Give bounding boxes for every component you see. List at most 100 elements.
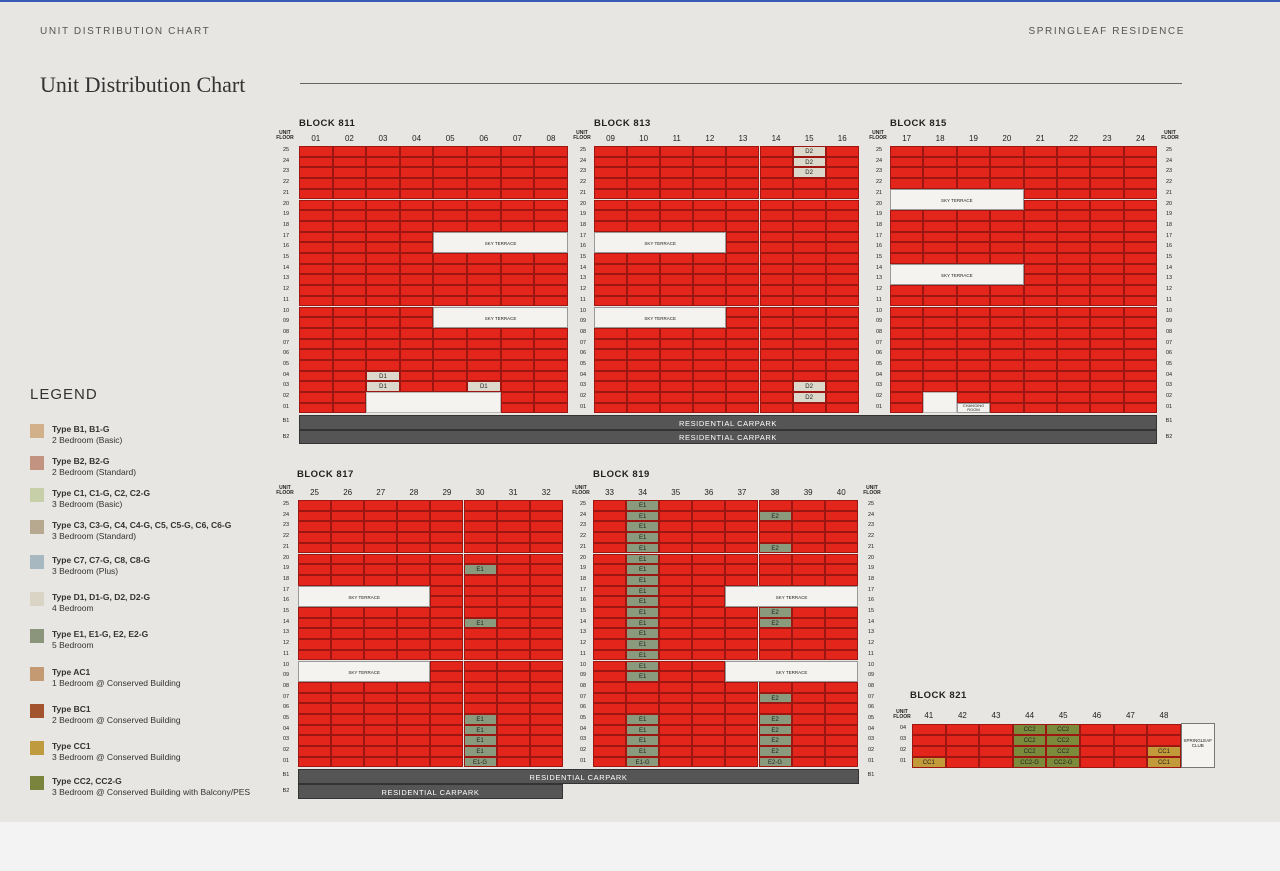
floor-label: B2 [1165, 433, 1173, 440]
floor-label: 20 [875, 200, 883, 207]
unit-cell: E1 [626, 521, 660, 533]
unit-cell [1057, 210, 1091, 221]
floor-label: 21 [579, 543, 587, 550]
unit-cell [824, 542, 858, 554]
floor-label: 01 [899, 758, 907, 764]
floor-label: 23 [1165, 168, 1173, 175]
unit-cell [593, 542, 627, 554]
floor-label: 18 [282, 575, 290, 582]
unit-cell [627, 360, 661, 371]
unit-cell [500, 285, 535, 296]
floor-label: 15 [579, 254, 587, 260]
unit-cell [792, 295, 826, 307]
sky-terrace: SKY TERRACE [433, 231, 568, 253]
unit-cell [758, 500, 792, 511]
floor-label: 22 [282, 179, 290, 186]
unit-cell [956, 220, 991, 232]
unit-column-header: 07 [512, 134, 522, 143]
floor-label: 20 [282, 554, 290, 561]
unit-cell [299, 285, 333, 296]
floor-label: 12 [579, 640, 587, 647]
floor-label: 23 [282, 168, 290, 175]
unit-column-header: 29 [442, 488, 452, 497]
unit-cell [331, 681, 365, 693]
unit-cell [1123, 327, 1158, 339]
unit-cell [627, 295, 661, 307]
unit-cell [332, 199, 367, 211]
unit-cell [364, 703, 398, 714]
unit-cell [791, 564, 825, 575]
floor-label: 07 [579, 693, 587, 700]
unit-cell [1023, 199, 1057, 211]
unit-cell [890, 381, 924, 393]
unit-cell [792, 317, 826, 328]
unit-cell [500, 263, 535, 275]
unit-cell [692, 735, 726, 747]
unit-cell [593, 756, 627, 768]
residential-carpark-b1: RESIDENTIAL CARPARK [299, 414, 1157, 430]
floor-label: 10 [867, 661, 875, 668]
unit-cell: E1 [626, 553, 660, 565]
unit-cell [1123, 167, 1158, 179]
floor-label: 24 [579, 157, 587, 164]
unit-cell [692, 542, 726, 554]
floor-label: 15 [579, 608, 587, 614]
unit-cell [593, 628, 627, 640]
unit-cell [1023, 381, 1057, 393]
unit-column-header: 48 [1159, 711, 1169, 720]
unit-cell [397, 510, 431, 522]
unit-cell [693, 360, 727, 371]
floor-label: 12 [1165, 286, 1173, 293]
unit-cell [1090, 188, 1124, 200]
legend-desc: 3 Bedroom (Plus) [52, 566, 119, 576]
unit-cell [430, 628, 464, 640]
unit-cell [534, 253, 568, 264]
unit-cell: E2 [758, 617, 792, 629]
legend-text: Type C3, C3-G, C4, C4-G, C5, C5-G, C6, C… [52, 520, 231, 542]
unit-cell [758, 532, 792, 543]
unit-cell [660, 156, 694, 168]
unit-cell [726, 156, 760, 168]
legend-swatch [30, 488, 44, 502]
legend-swatch [30, 424, 44, 438]
unit-cell [1123, 178, 1158, 189]
floor-label: 11 [283, 650, 289, 657]
unit-cell [1113, 746, 1148, 757]
unit-cell [534, 274, 568, 286]
unit-cell [759, 360, 793, 371]
legend-item: Type D1, D1-G, D2, D2-G 4 Bedroom [30, 592, 150, 614]
floor-label: 12 [875, 286, 883, 293]
unit-cell [594, 360, 628, 371]
unit-cell [430, 542, 464, 554]
unit-cell [529, 607, 563, 618]
unit-cell [534, 370, 568, 382]
unit-cell [467, 370, 501, 382]
legend-title: LEGEND [30, 386, 98, 403]
unit-cell [399, 370, 434, 382]
unit-cell: E1 [626, 628, 660, 640]
unit-cell [692, 596, 726, 607]
unit-cell [496, 532, 530, 543]
unit-cell [825, 295, 859, 307]
unit-cell [659, 724, 693, 736]
floor-label: 11 [580, 296, 586, 303]
unit-cell [366, 231, 400, 243]
unit-cell [430, 735, 464, 747]
unit-cell [594, 392, 628, 403]
unit-cell [534, 381, 568, 393]
unit-cell [529, 553, 563, 565]
unit-cell [430, 639, 464, 650]
floor-label: 17 [867, 586, 875, 593]
unit-cell [397, 724, 431, 736]
unit-cell [1090, 242, 1124, 253]
floor-label: 12 [282, 640, 290, 647]
floor-label: 17 [579, 586, 587, 593]
unit-cell [397, 649, 431, 661]
unit-cell: E1 [626, 746, 660, 757]
unit-cell [299, 295, 333, 307]
block-title: BLOCK 813 [594, 118, 651, 129]
unit-cell [692, 521, 726, 533]
unit-cell [791, 617, 825, 629]
unit-column-header: 43 [991, 711, 1001, 720]
unit-cell [332, 210, 367, 221]
